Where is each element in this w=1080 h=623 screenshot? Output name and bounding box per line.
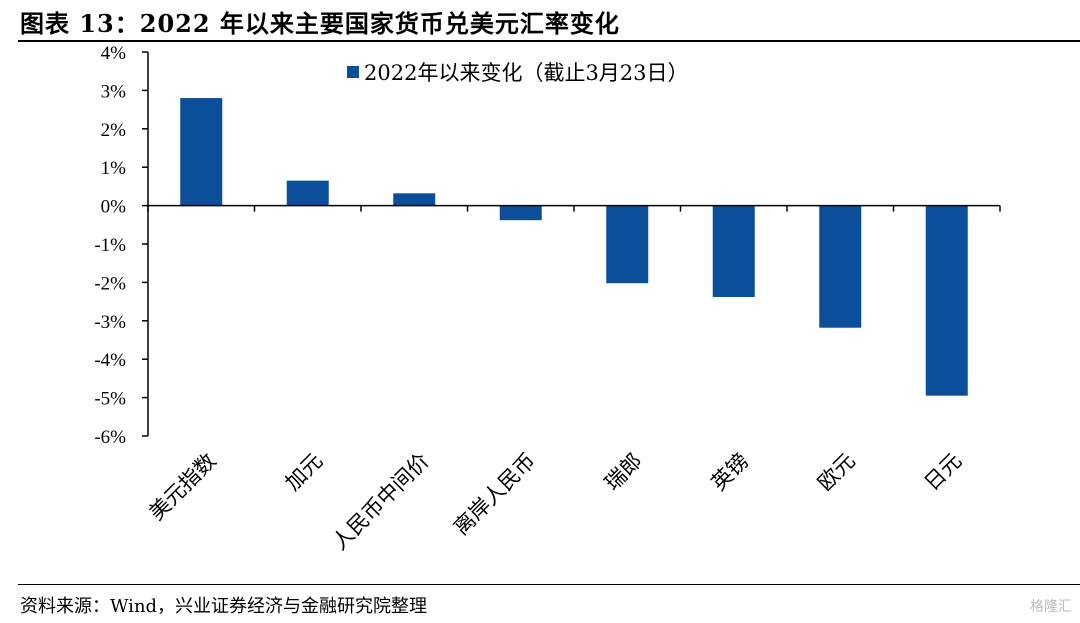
bar-7 xyxy=(819,205,862,328)
y-axis: 4% 3% 2% 1% 0% -1% -2% -3% -4% -5% -6% xyxy=(94,43,149,448)
bar-1 xyxy=(180,98,223,206)
y-tick-label: 0% xyxy=(101,197,127,218)
y-tick-label: 2% xyxy=(101,120,127,141)
category-label: 加元 xyxy=(281,449,328,496)
y-tick-label: -6% xyxy=(94,427,126,448)
bar-2 xyxy=(286,180,329,206)
bars xyxy=(180,98,968,396)
bar-4 xyxy=(499,205,542,221)
bar-3 xyxy=(393,193,436,206)
footer-divider xyxy=(18,584,1080,585)
bar-5 xyxy=(606,205,649,284)
y-tick-label: 4% xyxy=(101,43,127,64)
y-tick-label: -4% xyxy=(94,350,126,371)
y-tick-label: -1% xyxy=(94,235,126,256)
legend: 2022年以来变化（截止3月23日） xyxy=(347,61,689,85)
x-axis xyxy=(147,204,1001,212)
category-label: 人民币中间价 xyxy=(328,449,434,555)
title-divider xyxy=(18,40,1080,42)
y-tick-label: 1% xyxy=(101,158,127,179)
y-tick-label: -5% xyxy=(94,389,126,410)
category-labels: 美元指数 加元 人民币中间价 离岸人民币 瑞郎 英镑 欧元 日元 xyxy=(144,449,966,555)
bar-6 xyxy=(712,205,755,297)
bar-chart: 4% 3% 2% 1% 0% -1% -2% -3% -4% -5% -6% 美元指数 加元 人民币中间… xyxy=(94,43,1001,555)
category-label: 美元指数 xyxy=(144,449,220,525)
source-note: 资料来源：Wind，兴业证券经济与金融研究院整理 xyxy=(20,596,428,617)
y-tick-label: -2% xyxy=(94,273,126,294)
chart-title: 图表 13：2022 年以来主要国家货币兑美元汇率变化 xyxy=(20,9,620,38)
watermark-logo: 格隆汇 xyxy=(1030,599,1072,615)
bar-8 xyxy=(925,205,968,396)
legend-swatch xyxy=(347,66,359,78)
category-label: 日元 xyxy=(920,449,967,496)
category-label: 离岸人民币 xyxy=(449,449,540,540)
category-label: 瑞郎 xyxy=(600,449,647,496)
category-label: 欧元 xyxy=(813,449,860,496)
y-tick-label: 3% xyxy=(101,81,127,102)
y-tick-label: -3% xyxy=(94,312,126,333)
legend-label: 2022年以来变化（截止3月23日） xyxy=(364,61,689,85)
category-label: 英镑 xyxy=(707,449,754,496)
